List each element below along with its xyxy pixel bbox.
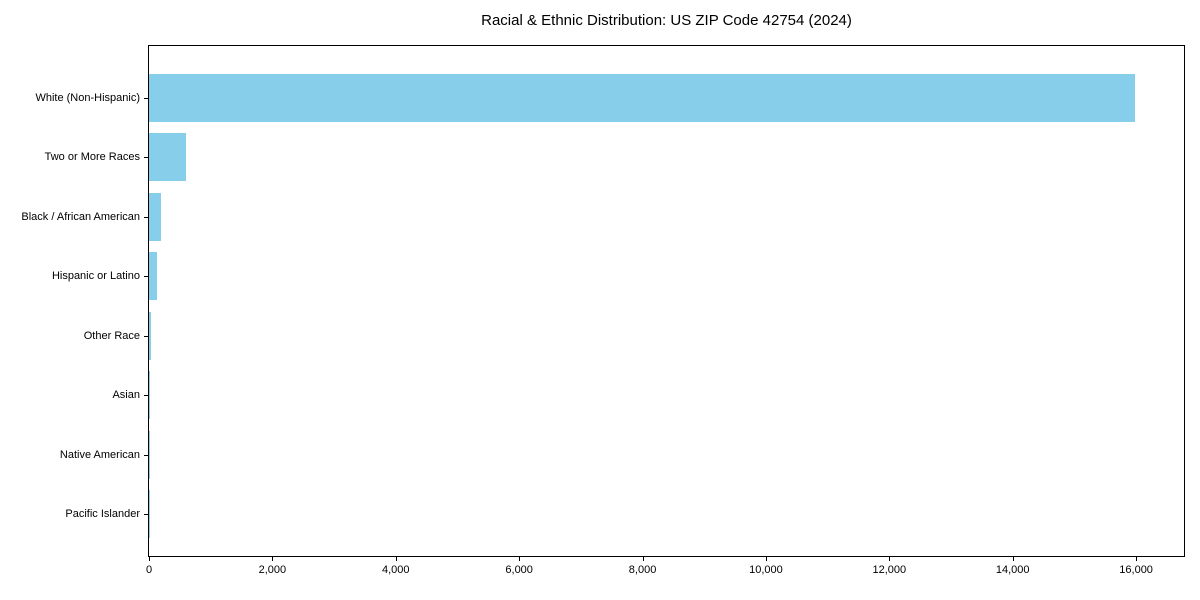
y-tick-mark <box>144 335 148 337</box>
x-tick-label-4000: 4,000 <box>382 564 410 576</box>
x-tick-mark <box>1136 557 1138 561</box>
x-tick-mark <box>889 557 891 561</box>
x-tick-mark <box>149 557 150 561</box>
bar-white-non-hispanic <box>149 74 1135 122</box>
y-tick-label-asian: Asian <box>112 389 140 402</box>
bar-asian <box>149 371 150 420</box>
y-tick-mark <box>144 157 148 159</box>
bar-other-race <box>149 311 151 360</box>
bar-two-or-more-races <box>149 133 187 182</box>
plot-area <box>148 45 1185 557</box>
x-tick-label-0: 0 <box>145 564 153 576</box>
y-tick-mark <box>144 454 148 456</box>
y-tick-label-two-or-more-races: Two or More Races <box>44 151 140 164</box>
x-tick-mark <box>1012 557 1014 561</box>
y-tick-label-other-race: Other Race <box>83 329 140 342</box>
y-tick-mark <box>144 216 148 218</box>
y-tick-label-white-non-hispanic: White (Non-Hispanic) <box>35 92 140 104</box>
x-tick-label-6000: 6,000 <box>505 564 533 576</box>
x-tick-label-10000: 10,000 <box>749 564 783 576</box>
x-tick-label-8000: 8,000 <box>628 564 657 576</box>
y-tick-mark <box>144 514 148 515</box>
x-tick-mark <box>272 557 274 561</box>
y-tick-label-native-american: Native American <box>59 448 140 461</box>
x-tick-mark <box>519 557 521 561</box>
chart-title: Racial & Ethnic Distribution: US ZIP Cod… <box>481 12 852 29</box>
y-tick-mark <box>144 395 148 397</box>
x-tick-mark <box>642 557 644 561</box>
x-tick-mark <box>395 557 397 561</box>
x-tick-label-2000: 2,000 <box>258 564 287 576</box>
x-tick-label-16000: 16,000 <box>1119 564 1153 576</box>
bar-hispanic-or-latino <box>149 252 158 301</box>
y-tick-label-black-african-american: Black / African American <box>21 210 140 223</box>
x-tick-label-14000: 14,000 <box>995 564 1030 576</box>
y-tick-label-pacific-islander: Pacific Islander <box>65 508 140 520</box>
y-tick-mark <box>144 276 148 278</box>
x-tick-mark <box>765 557 767 561</box>
x-tick-label-12000: 12,000 <box>872 564 907 576</box>
y-tick-label-hispanic-or-latino: Hispanic or Latino <box>51 270 140 283</box>
y-tick-mark <box>144 98 148 99</box>
bar-black-african-american <box>149 192 162 241</box>
